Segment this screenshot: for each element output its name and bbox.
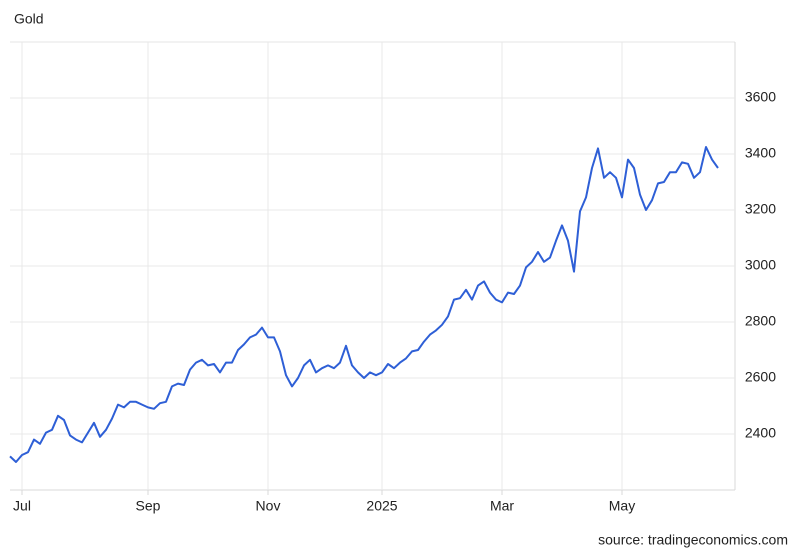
x-tick-label: Jul: [13, 498, 31, 514]
y-tick-label: 3000: [745, 257, 776, 273]
y-tick-label: 2400: [745, 425, 776, 441]
x-tick-label: Sep: [136, 498, 161, 514]
y-tick-label: 2800: [745, 313, 776, 329]
x-tick-label: May: [609, 498, 635, 514]
x-tick-label: 2025: [366, 498, 397, 514]
y-tick-label: 3200: [745, 201, 776, 217]
x-tick-label: Mar: [490, 498, 514, 514]
y-tick-label: 2600: [745, 369, 776, 385]
x-tick-label: Nov: [256, 498, 281, 514]
source-note: source: tradingeconomics.com: [598, 532, 788, 548]
y-tick-label: 3400: [745, 145, 776, 161]
price-line: [9, 146, 719, 463]
y-tick-label: 3600: [745, 89, 776, 105]
chart-title: Gold: [14, 11, 44, 27]
